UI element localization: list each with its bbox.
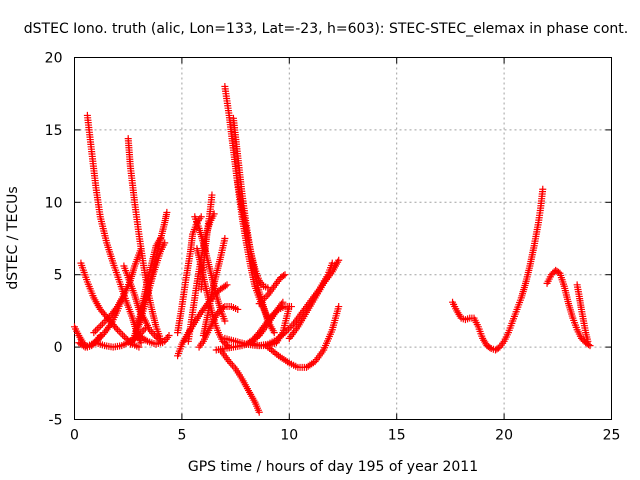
data-point <box>281 271 289 279</box>
data-point <box>93 325 101 333</box>
y-tick-label: 5 <box>54 268 63 284</box>
data-point <box>309 359 317 367</box>
data-point <box>219 304 227 312</box>
data-point <box>335 303 343 311</box>
y-tick-labels: -5 0 5 10 15 20 <box>45 51 63 429</box>
data-point <box>270 329 278 337</box>
x-tick-label: 15 <box>388 428 406 444</box>
data-point <box>95 323 103 331</box>
data-point <box>221 317 229 325</box>
data-point <box>539 185 547 193</box>
y-tick-label: 20 <box>45 51 63 67</box>
data-point <box>335 256 343 264</box>
grid <box>74 57 612 420</box>
data-point <box>287 303 295 311</box>
data-point <box>142 336 150 344</box>
data-point <box>161 239 169 247</box>
plot-frame <box>74 57 612 420</box>
data-point <box>92 327 100 335</box>
data-point <box>255 408 263 416</box>
data-point <box>112 324 120 332</box>
data-point <box>284 325 292 333</box>
data-point <box>486 344 494 352</box>
data-point <box>234 305 242 313</box>
x-tick-label: 20 <box>495 428 513 444</box>
data-point <box>137 339 145 347</box>
x-tick-label: 25 <box>603 428 621 444</box>
y-tick-label: 0 <box>54 340 63 356</box>
data-point <box>163 208 171 216</box>
data-point <box>98 320 106 328</box>
axis-ticks <box>74 57 612 420</box>
data-point <box>228 361 236 369</box>
y-tick-label: 10 <box>45 195 63 211</box>
data-point <box>273 307 281 315</box>
x-tick-labels: 0 5 10 15 20 25 <box>70 428 620 444</box>
data-point <box>97 322 105 330</box>
data-point <box>221 235 229 242</box>
data-point <box>165 332 173 340</box>
data-point <box>586 342 594 350</box>
data-point <box>280 272 288 280</box>
x-axis-label: GPS time / hours of day 195 of year 2011 <box>188 459 478 475</box>
data-point <box>585 341 593 349</box>
data-point <box>197 213 205 221</box>
y-tick-label: 15 <box>45 123 63 139</box>
data-point <box>279 330 287 338</box>
data-point <box>223 281 231 289</box>
chart-title: dSTEC Iono. truth (alic, Lon=133, Lat=-2… <box>24 21 628 37</box>
data-point <box>135 343 143 351</box>
data-point <box>151 331 159 339</box>
data-point <box>120 333 128 341</box>
data-point <box>90 329 98 337</box>
data-point <box>584 337 592 345</box>
y-axis-label: dSTEC / TECUs <box>5 186 21 289</box>
data-point <box>221 282 229 290</box>
x-tick-label: 5 <box>177 428 186 444</box>
x-tick-label: 0 <box>70 428 79 444</box>
data-point <box>119 331 127 339</box>
data-point <box>117 329 125 337</box>
y-tick-label: -5 <box>49 413 63 429</box>
data-point <box>208 191 216 199</box>
data-point <box>262 293 270 301</box>
data-points <box>71 82 594 416</box>
x-tick-label: 10 <box>280 428 298 444</box>
data-point <box>115 327 123 335</box>
